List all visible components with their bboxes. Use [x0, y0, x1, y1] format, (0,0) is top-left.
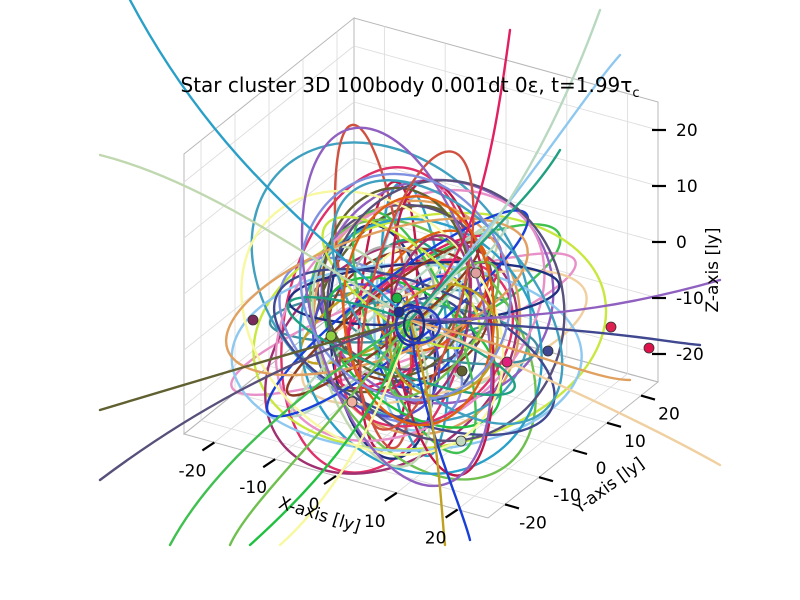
- escape-trajectory: [128, 0, 412, 322]
- orbit-trajectory: [385, 234, 472, 405]
- body-marker: [643, 342, 655, 354]
- escape-trajectory: [408, 8, 602, 322]
- axis-ticks: -20 -10 0 10 20 -20 -10 0 10 20 20 10 0 -10 -20: [179, 121, 704, 549]
- grid-line: [353, 101, 659, 187]
- z-tick-label: -10: [676, 289, 704, 309]
- y-tick-label: -20: [519, 513, 547, 533]
- x-tick-label: 20: [425, 529, 447, 549]
- floor-pane: [182, 297, 660, 519]
- x-tick-label: -10: [239, 478, 267, 498]
- body-markers: [247, 267, 655, 447]
- body-marker: [393, 306, 405, 318]
- z-tick-label: -20: [676, 345, 704, 365]
- body-marker: [247, 314, 259, 326]
- escape-trajectory: [408, 318, 702, 347]
- escape-trajectory: [98, 318, 412, 482]
- grid-line: [457, 373, 628, 510]
- escape-trajectory: [408, 318, 447, 547]
- escape-trajectory: [408, 318, 472, 542]
- y-tick-label: 0: [596, 459, 607, 479]
- body-marker: [605, 321, 617, 333]
- body-marker: [501, 356, 513, 368]
- x-tick-mark: [323, 475, 337, 485]
- escape-trajectory: [248, 318, 412, 547]
- grid-line: [396, 356, 568, 494]
- x-tick-label: 10: [364, 512, 386, 532]
- orbit-trajectory: [342, 195, 496, 427]
- escape-trajectory: [98, 318, 412, 412]
- y-tick-mark: [504, 503, 520, 510]
- body-marker: [346, 396, 358, 408]
- y-tick-mark: [538, 476, 554, 483]
- escape-trajectory: [98, 153, 412, 322]
- escape-trajectory: [278, 318, 412, 547]
- orbit-trajectory: [359, 150, 475, 431]
- orbit-trajectory: [330, 179, 564, 426]
- escape-trajectory: [228, 318, 412, 547]
- trajectories: [98, 0, 722, 547]
- y-tick-label: -10: [553, 486, 581, 506]
- escape-trajectory: [168, 318, 412, 547]
- chart-title: Star cluster 3D 100body 0.001dt 0ε, t=1.…: [181, 73, 640, 101]
- escape-trajectory: [408, 278, 722, 322]
- y-tick-mark: [640, 394, 656, 401]
- escape-trajectory: [408, 318, 722, 467]
- grid-line: [183, 101, 355, 239]
- axes-panes: [182, 16, 660, 519]
- orbit-trajectory: [300, 126, 493, 488]
- y-tick-label: 10: [624, 432, 646, 452]
- body-marker: [391, 292, 403, 304]
- grid-line: [353, 45, 659, 131]
- x-tick-mark: [384, 491, 398, 502]
- body-marker: [456, 365, 468, 377]
- x-tick-label: -20: [179, 461, 207, 481]
- z-tick-label: 10: [676, 177, 698, 197]
- x-tick-label: 0: [309, 495, 320, 515]
- central-orbit: [402, 309, 426, 341]
- orbit-trajectory: [250, 141, 532, 423]
- y-tick-mark: [572, 448, 588, 456]
- y-axis-label: Y-axis [ly]: [569, 454, 648, 519]
- body-marker: [542, 345, 554, 357]
- central-orbit: [394, 305, 442, 345]
- grid-line: [183, 45, 355, 183]
- z-tick-label: 0: [676, 233, 687, 253]
- y-tick-label: 20: [658, 405, 680, 425]
- grid-line: [183, 157, 355, 295]
- orbit-trajectory: [240, 189, 505, 456]
- y-tick-mark: [606, 421, 622, 428]
- z-axis-label: Z-axis [ly]: [703, 228, 723, 313]
- escape-trajectory: [408, 318, 632, 382]
- z-tick-label: 20: [676, 121, 698, 141]
- x-tick-mark: [201, 441, 216, 452]
- escape-trajectory: [408, 148, 562, 322]
- x-tick-mark: [444, 508, 459, 519]
- body-marker: [455, 435, 467, 447]
- body-marker: [470, 267, 482, 279]
- orbit-trajectory: [299, 172, 512, 402]
- x-axis-label: X-axis [ly]: [276, 493, 363, 537]
- orbit-trajectory: [321, 215, 482, 350]
- x-tick-mark: [262, 458, 276, 469]
- body-marker: [325, 330, 337, 342]
